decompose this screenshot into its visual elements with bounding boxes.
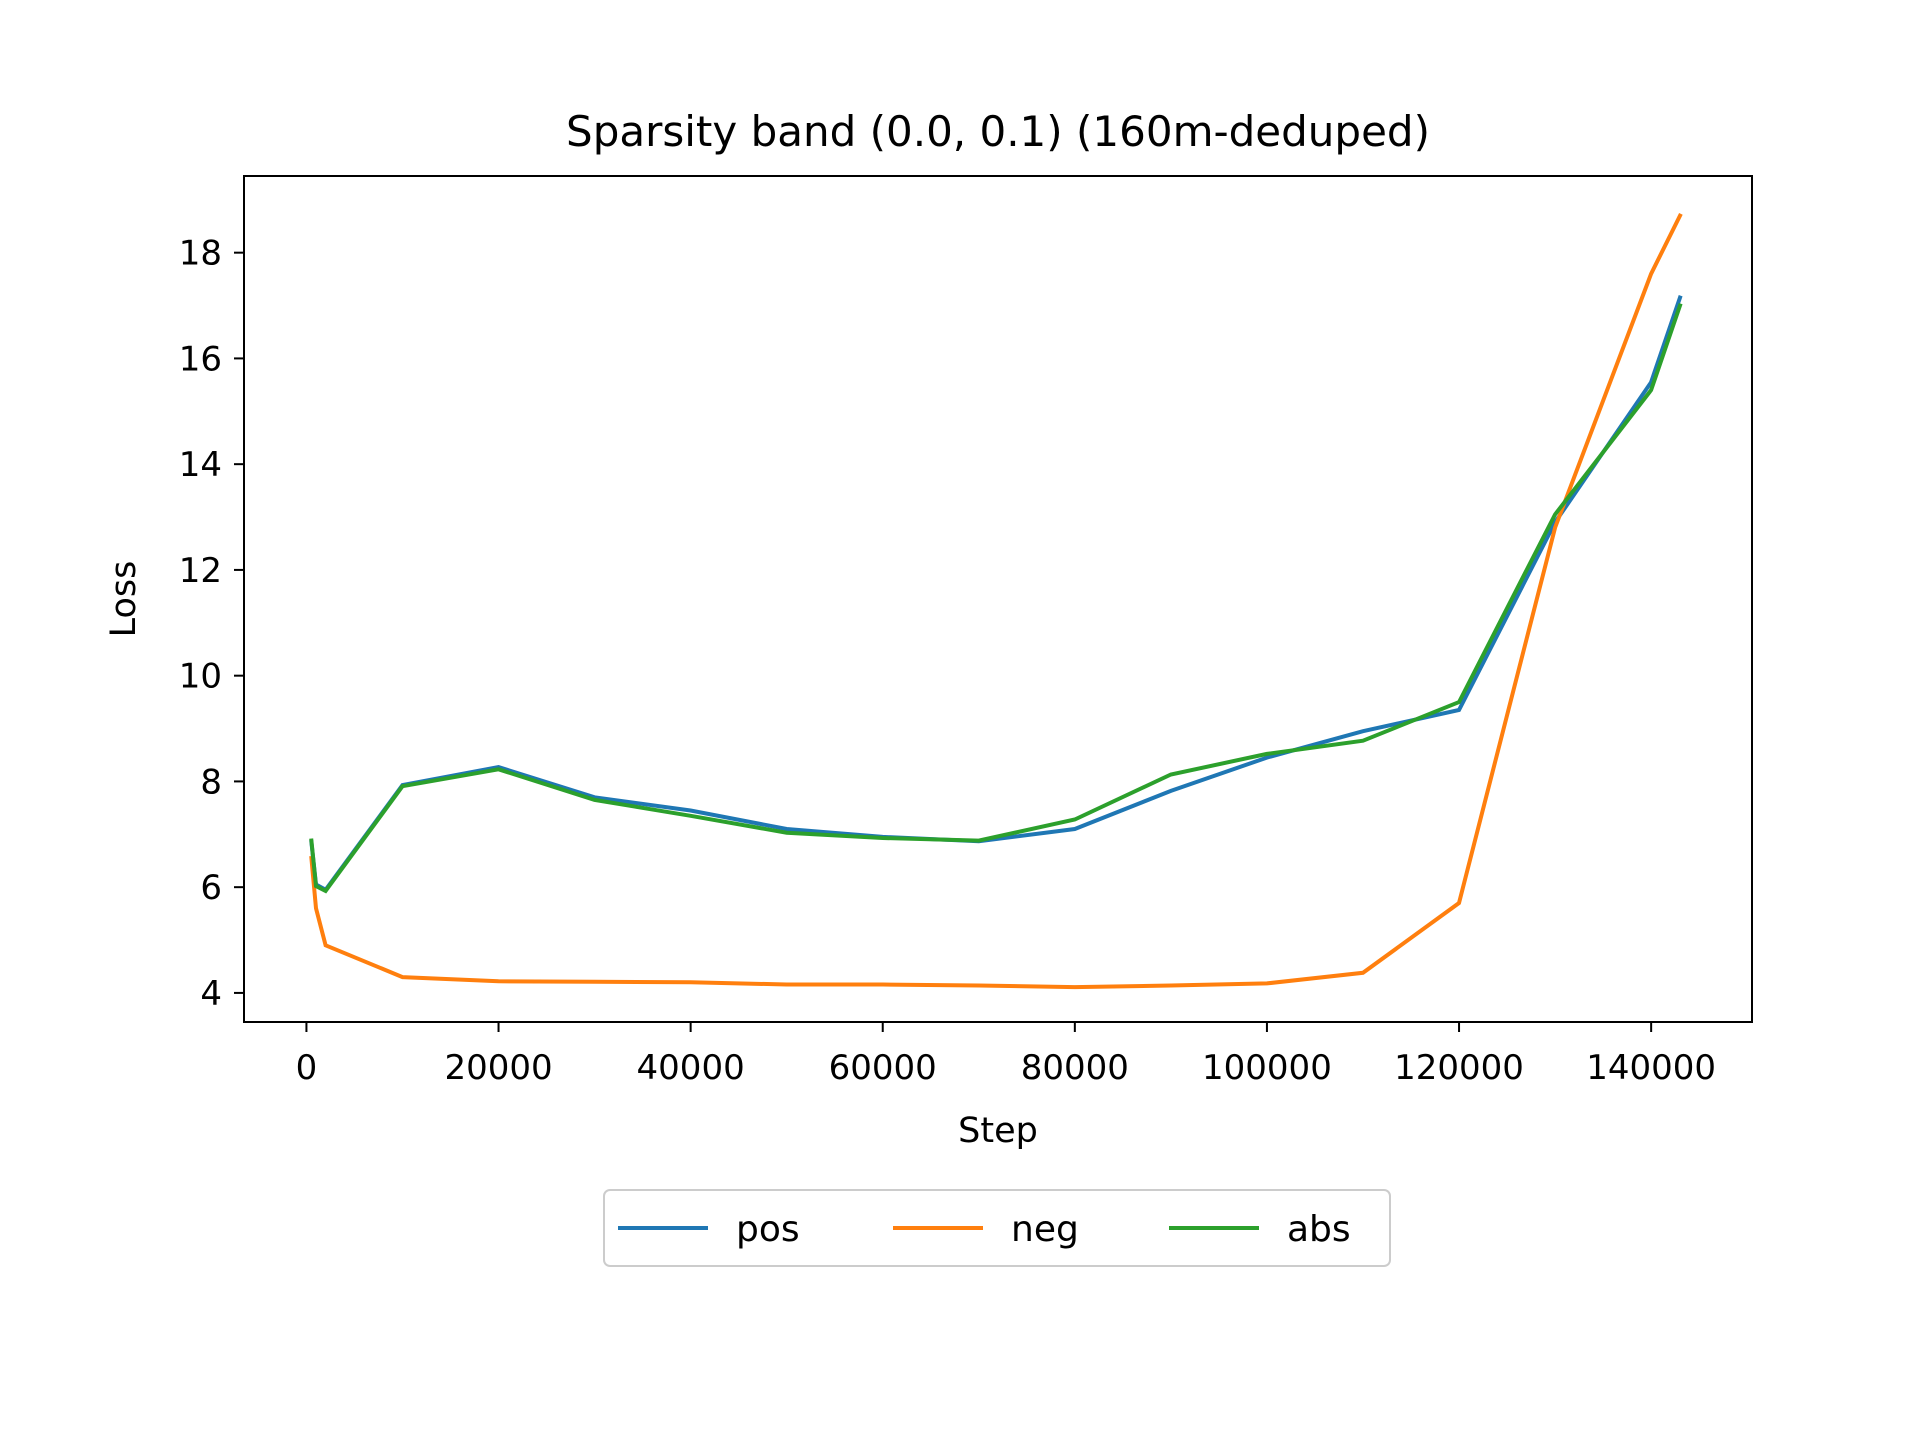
y-tick-label: 8 bbox=[200, 762, 222, 802]
y-axis: 4 6 8 10 12 14 16 18 bbox=[179, 234, 244, 1014]
y-axis-label: Loss bbox=[104, 561, 144, 638]
x-tick-label: 140000 bbox=[1586, 1048, 1716, 1088]
plot-frame bbox=[243, 175, 1753, 1023]
y-tick-label: 14 bbox=[179, 445, 222, 485]
y-tick-label: 18 bbox=[179, 234, 222, 274]
legend-label-pos: pos bbox=[736, 1209, 800, 1250]
x-tick-label: 0 bbox=[296, 1048, 318, 1088]
legend-label-abs: abs bbox=[1287, 1209, 1351, 1250]
x-tick-label: 120000 bbox=[1394, 1048, 1524, 1088]
plot-background bbox=[244, 176, 1752, 1022]
series-line-neg bbox=[309, 213, 1683, 990]
y-tick-label: 10 bbox=[179, 657, 222, 697]
x-axis: 0 20000 40000 60000 80000 100000 120000 140000 bbox=[296, 1022, 1716, 1088]
y-tick-label: 4 bbox=[200, 974, 222, 1014]
chart-title: Sparsity band (0.0, 0.1) (160m-deduped) bbox=[566, 107, 1430, 156]
legend-items: pos neg abs bbox=[618, 1209, 1351, 1250]
legend: pos neg abs bbox=[603, 1189, 1391, 1267]
x-tick-label: 100000 bbox=[1202, 1048, 1332, 1088]
series-layer bbox=[309, 213, 1683, 990]
series-line-abs bbox=[309, 302, 1683, 894]
y-tick-label: 12 bbox=[179, 551, 222, 591]
y-tick-label: 6 bbox=[200, 868, 222, 908]
x-tick-label: 60000 bbox=[829, 1048, 937, 1088]
x-tick-label: 40000 bbox=[637, 1048, 745, 1088]
legend-label-neg: neg bbox=[1011, 1209, 1079, 1250]
x-tick-label: 20000 bbox=[444, 1048, 552, 1088]
plot-area bbox=[243, 175, 1753, 1023]
x-tick-label: 80000 bbox=[1021, 1048, 1129, 1088]
legend-frame bbox=[603, 1189, 1391, 1267]
x-axis-label: Step bbox=[958, 1111, 1038, 1151]
y-tick-label: 16 bbox=[179, 339, 222, 379]
